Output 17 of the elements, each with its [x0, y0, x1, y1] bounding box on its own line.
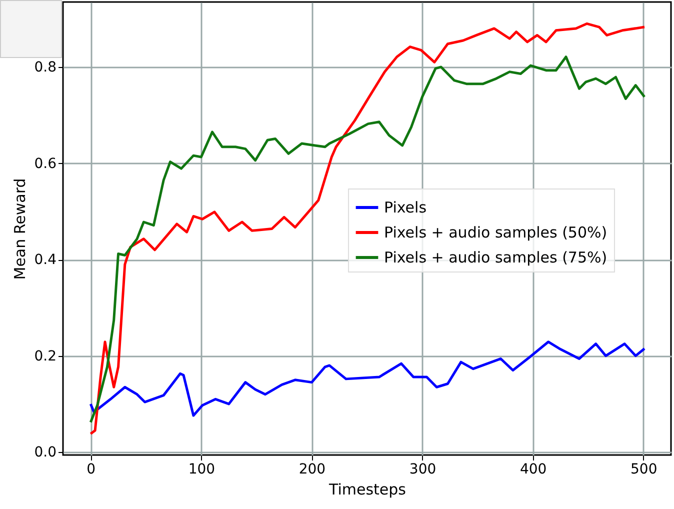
legend-label: Pixels + audio samples (50%)	[384, 224, 608, 242]
y-axis-title: Mean Reward	[11, 178, 30, 280]
x-tick-label: 300	[409, 462, 436, 478]
x-tick-label: 400	[520, 462, 547, 478]
y-tick-label: 0.0	[34, 444, 56, 461]
x-tick-label: 100	[188, 462, 216, 478]
x-tick-label: 200	[298, 462, 326, 478]
legend-label: Pixels + audio samples (75%)	[384, 248, 608, 266]
y-tick-label: 0.8	[34, 59, 56, 76]
x-axis-title: Timesteps	[328, 480, 406, 498]
y-tick-label: 0.4	[34, 252, 57, 268]
legend-label: Pixels	[384, 198, 427, 216]
x-tick-label: 0	[86, 462, 96, 478]
y-tick-label: 0.2	[34, 348, 56, 364]
y-tick-label: 0.6	[34, 156, 57, 172]
line-series	[89, 340, 646, 417]
x-tick-label: 500	[630, 462, 658, 478]
